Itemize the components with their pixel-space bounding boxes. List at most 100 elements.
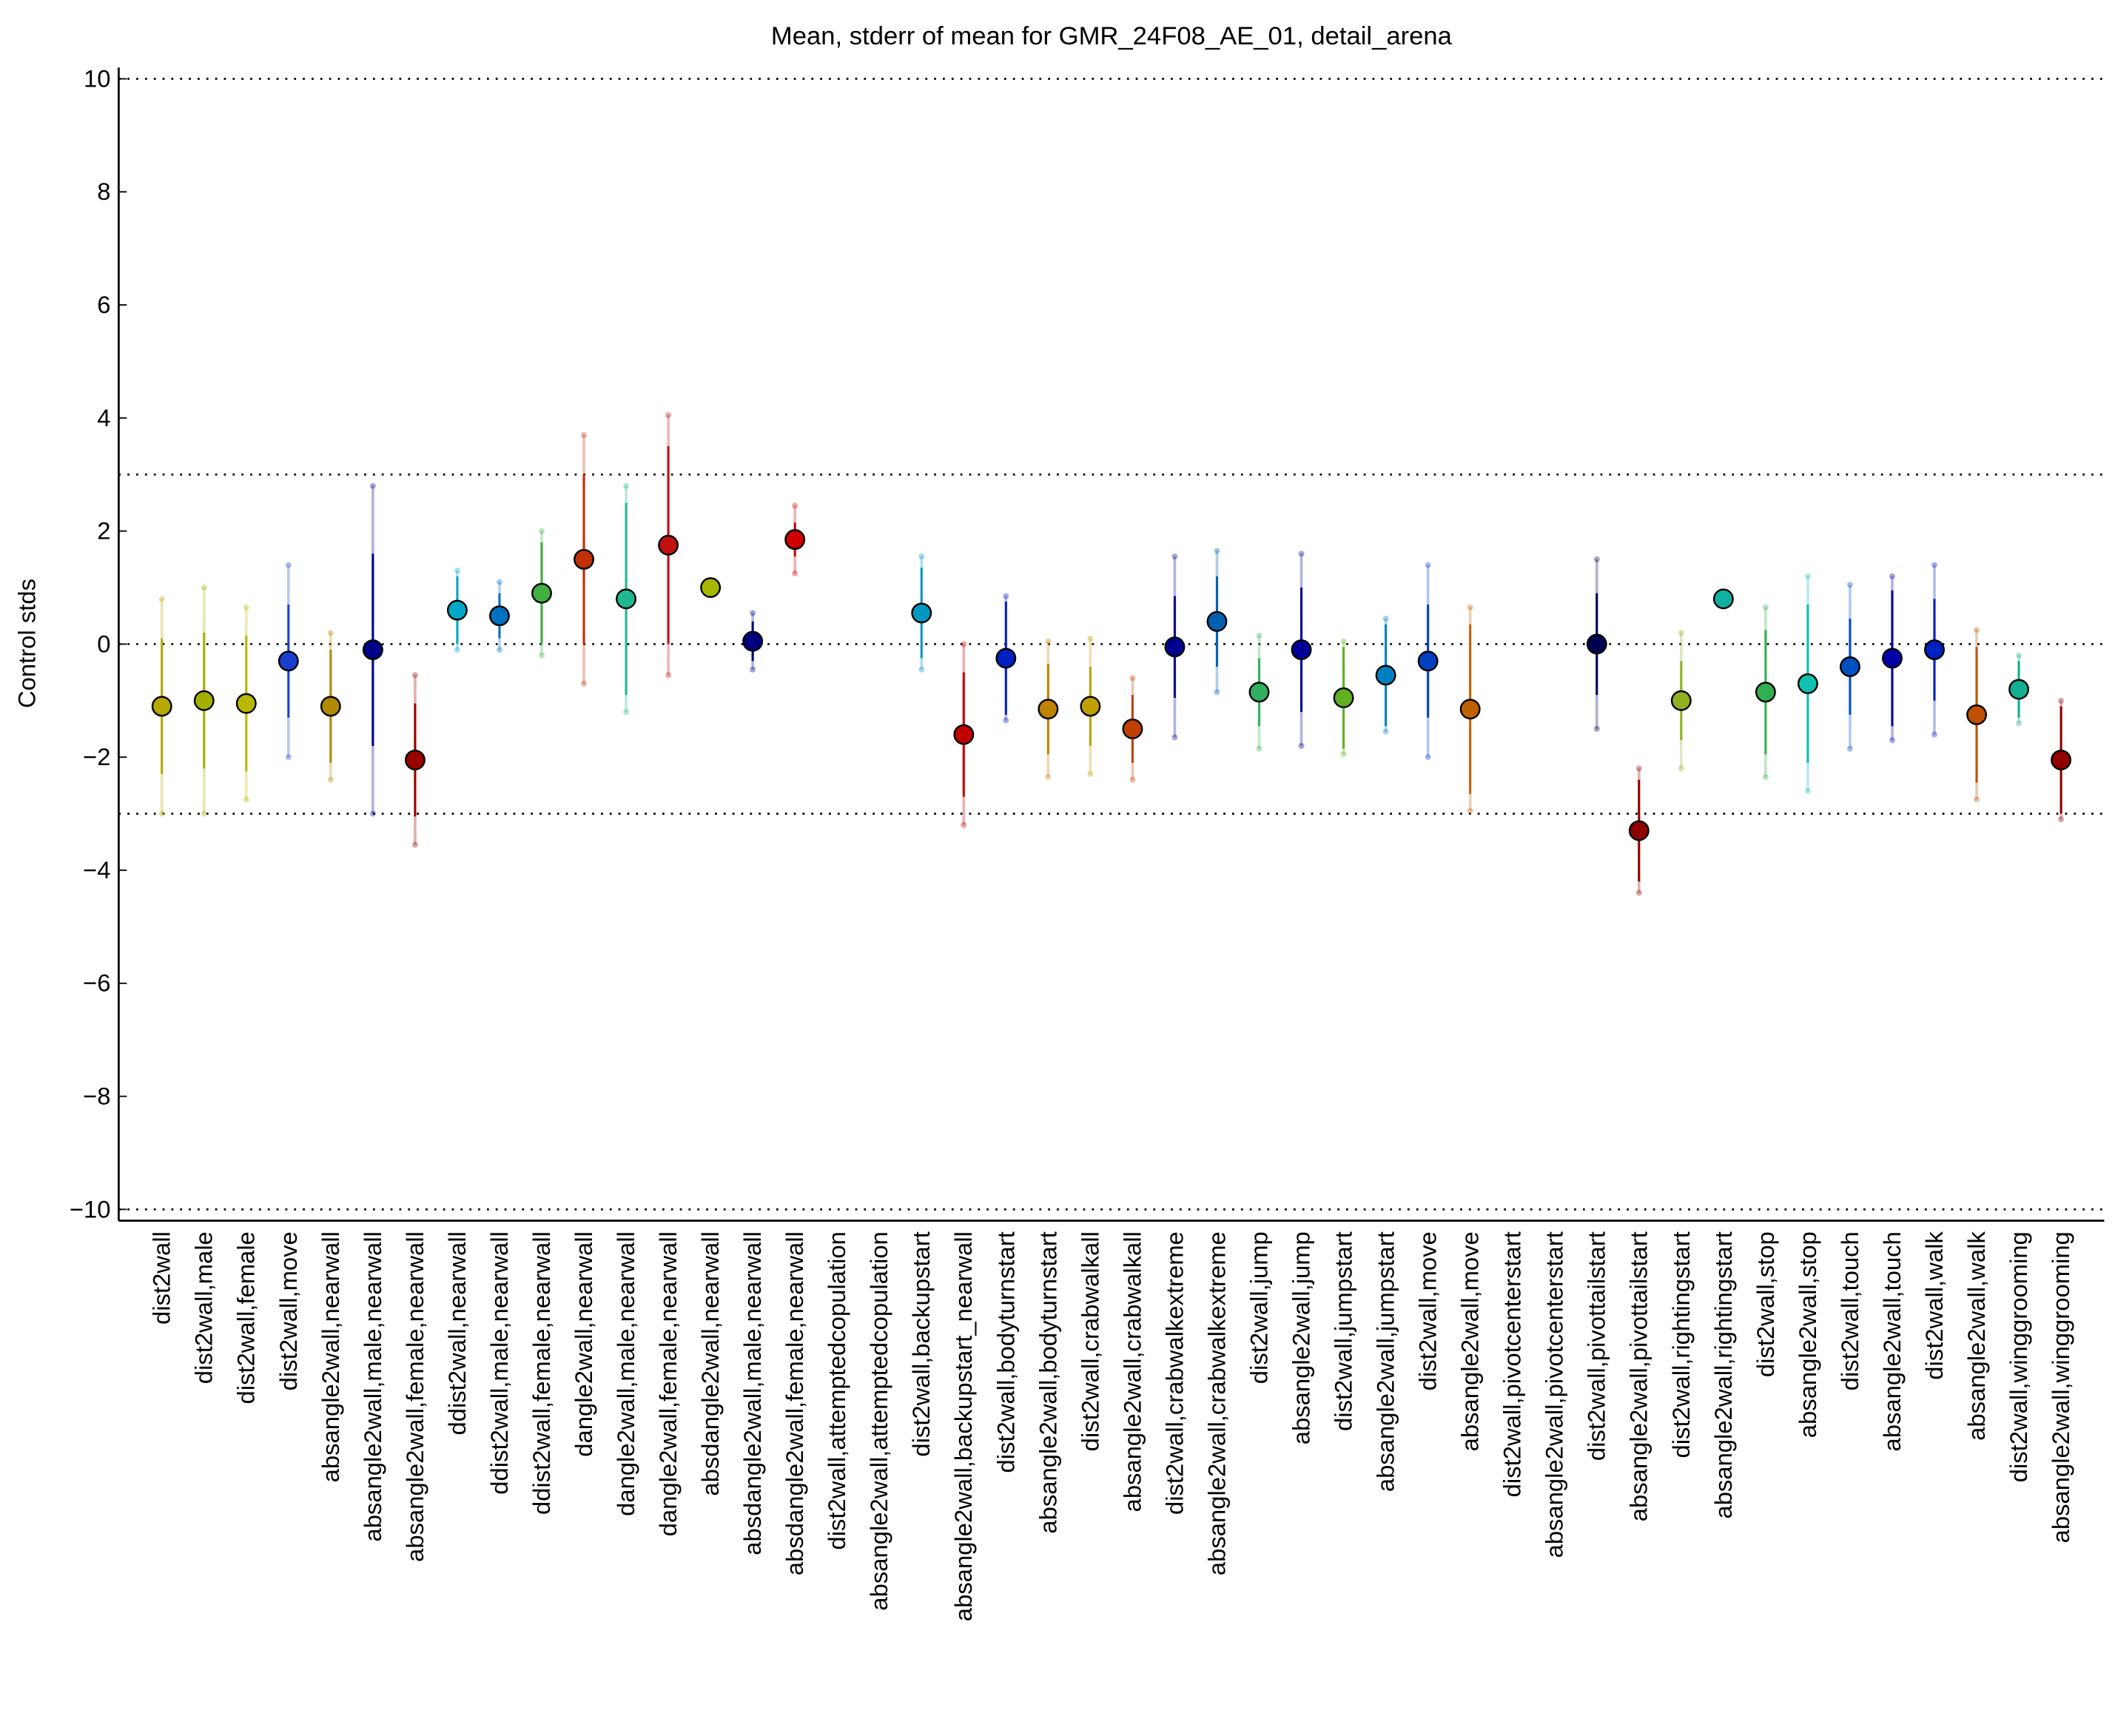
- mean-marker: [1291, 639, 1312, 661]
- spread-end: [1931, 731, 1938, 738]
- x-tick-label: ddist2wall,female,nearwall: [528, 1231, 555, 1515]
- spread-end: [1467, 604, 1473, 610]
- spread-end: [1171, 734, 1178, 741]
- mean-marker: [489, 605, 510, 627]
- spread-end: [1593, 726, 1600, 733]
- x-tick-label: absangle2wall,walk: [1963, 1231, 1990, 1441]
- chart-title: Mean, stderr of mean for GMR_24F08_AE_01…: [771, 22, 1453, 50]
- x-tick-label: dist2wall: [148, 1231, 175, 1325]
- spread-end: [1171, 554, 1178, 560]
- x-tick-label: absdangle2wall,female,nearwall: [781, 1231, 808, 1575]
- spread-end: [201, 810, 207, 817]
- x-tick-label: dist2wall,attemptedcopulation: [823, 1231, 850, 1550]
- x-tick-label: absdangle2wall,male,nearwall: [739, 1231, 766, 1555]
- spread-end: [1003, 717, 1009, 724]
- spread-end: [496, 579, 502, 585]
- y-tick-label: 0: [97, 630, 110, 657]
- spread-end: [1425, 562, 1431, 568]
- spread-end: [454, 647, 460, 653]
- spread-end: [1635, 889, 1642, 896]
- spread-end: [2016, 652, 2022, 659]
- mean-marker: [235, 693, 257, 714]
- mean-marker: [700, 577, 722, 598]
- spread-end: [750, 610, 756, 616]
- x-tick-label: absangle2wall,jump: [1287, 1231, 1314, 1444]
- x-tick-label: dangle2wall,nearwall: [570, 1231, 597, 1456]
- spread-end: [243, 796, 249, 803]
- x-tick-label: dist2wall,crabwalkall: [1076, 1231, 1103, 1451]
- spread-end: [1003, 593, 1009, 599]
- spread-end: [369, 482, 376, 489]
- x-tick-label: absangle2wall,pivotcenterstart: [1541, 1231, 1568, 1558]
- x-tick-label: absangle2wall,female,nearwall: [401, 1231, 428, 1562]
- spread-end: [918, 554, 925, 560]
- x-tick-label: dist2wall,backupstart: [907, 1231, 935, 1456]
- spread-end: [750, 666, 756, 673]
- mean-marker: [1375, 665, 1396, 686]
- spread-end: [1846, 582, 1853, 588]
- spread-end: [1889, 573, 1895, 579]
- x-tick-label: dist2wall,female: [232, 1231, 260, 1404]
- mean-marker: [1797, 673, 1818, 694]
- spread-end: [792, 570, 798, 576]
- x-tick-label: dist2wall,jumpstart: [1330, 1231, 1357, 1431]
- spread-end: [1762, 604, 1769, 610]
- y-tick-label: 4: [97, 404, 110, 431]
- mean-marker: [574, 548, 594, 570]
- mean-marker: [1755, 682, 1776, 703]
- mean-marker: [1164, 636, 1186, 658]
- spread-end: [1214, 689, 1220, 696]
- spread-end: [285, 754, 292, 761]
- spread-end: [1129, 776, 1136, 783]
- x-tick-label: dist2wall,crabwalkextreme: [1160, 1231, 1188, 1515]
- spread-end: [1593, 556, 1600, 562]
- mean-marker: [320, 696, 341, 717]
- spread-end: [1087, 635, 1094, 642]
- spread-end: [1045, 638, 1052, 645]
- mean-marker: [1459, 699, 1481, 720]
- spread-end: [1298, 742, 1305, 749]
- mean-marker: [193, 690, 215, 711]
- x-tick-label: ddist2wall,male,nearwall: [485, 1231, 513, 1494]
- mean-marker: [151, 696, 172, 717]
- x-tick-label: absangle2wall,male,nearwall: [359, 1231, 386, 1541]
- spread-end: [961, 641, 967, 647]
- spread-end: [1256, 745, 1262, 752]
- mean-marker: [1417, 650, 1439, 672]
- mean-marker: [1206, 610, 1228, 632]
- mean-marker: [1882, 647, 1903, 669]
- spread-end: [581, 680, 588, 687]
- y-axis-label: Control stds: [13, 579, 40, 708]
- spread-end: [1425, 754, 1431, 761]
- spread-end: [327, 630, 334, 636]
- x-tick-label: dist2wall,male: [190, 1231, 218, 1384]
- spread-end: [1974, 627, 1980, 633]
- x-tick-label: absdangle2wall,nearwall: [696, 1231, 724, 1496]
- x-tick-label: absangle2wall,jumpstart: [1372, 1231, 1399, 1492]
- spread-end: [1889, 737, 1895, 744]
- x-tick-label: absangle2wall,crabwalkall: [1118, 1231, 1146, 1512]
- spread-end: [581, 431, 588, 438]
- x-tick-label: absangle2wall,crabwalkextreme: [1203, 1231, 1230, 1575]
- spread-end: [623, 709, 630, 716]
- x-tick-label: absangle2wall,attemptedcopulation: [865, 1231, 892, 1610]
- x-tick-label: absangle2wall,touch: [1878, 1231, 1906, 1451]
- mean-marker: [911, 602, 932, 624]
- spread-end: [1298, 551, 1305, 557]
- mean-marker: [995, 647, 1017, 669]
- mean-marker: [784, 529, 806, 551]
- x-tick-label: absangle2wall,bodyturnstart: [1034, 1231, 1061, 1533]
- spread-end: [1635, 765, 1642, 772]
- spread-end: [285, 562, 292, 568]
- mean-marker: [531, 582, 552, 604]
- spread-end: [1214, 548, 1220, 554]
- mean-marker: [1712, 588, 1734, 610]
- spread-end: [1846, 745, 1853, 752]
- y-tick-label: 6: [97, 291, 110, 318]
- mean-marker: [616, 588, 637, 610]
- y-tick-label: −8: [83, 1083, 110, 1110]
- mean-marker: [1248, 682, 1270, 703]
- mean-marker: [2008, 679, 2030, 700]
- mean-marker: [1038, 699, 1059, 720]
